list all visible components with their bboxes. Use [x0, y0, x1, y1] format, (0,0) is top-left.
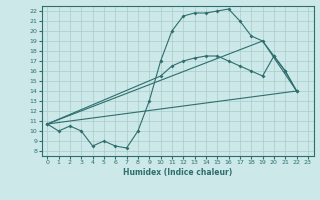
X-axis label: Humidex (Indice chaleur): Humidex (Indice chaleur): [123, 168, 232, 177]
